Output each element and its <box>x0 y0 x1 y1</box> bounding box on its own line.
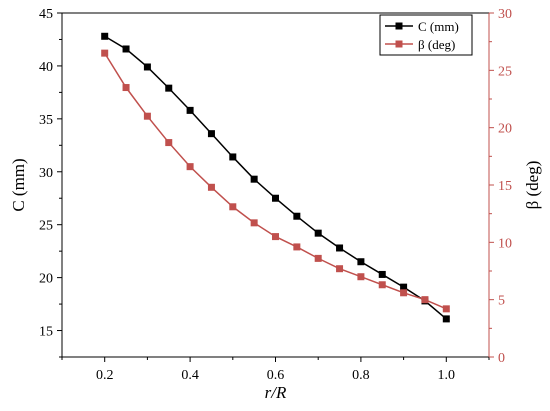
series-line <box>104 35 447 320</box>
x-axis-title: r/R <box>265 383 287 402</box>
y-left-axis-title: C (mm) <box>9 158 28 211</box>
legend-marker <box>395 22 403 30</box>
series-line <box>104 52 447 310</box>
legend-box <box>379 14 473 56</box>
data-point <box>314 254 322 262</box>
data-point <box>207 183 215 191</box>
data-point <box>122 45 130 53</box>
legend-label: C (mm) <box>418 19 459 34</box>
data-point <box>421 296 429 304</box>
labels-layer: 0.2 0.4 0.6 0.8 1.0 15 20 25 30 35 40 45 0 5 10 15 20 25 3… <box>9 7 542 402</box>
data-point <box>186 106 194 114</box>
x-tick-label: 0.6 <box>267 368 285 383</box>
data-point <box>122 84 130 92</box>
data-point <box>357 273 365 281</box>
data-point <box>207 130 215 138</box>
series-layer <box>101 32 450 323</box>
data-point <box>442 305 450 313</box>
y-left-tick-label: 20 <box>39 272 53 287</box>
data-point <box>400 289 408 297</box>
data-point <box>378 270 386 278</box>
data-point <box>229 153 237 161</box>
y-right-tick-label: 5 <box>498 294 505 309</box>
data-point <box>314 229 322 237</box>
y-right-axis-title: β (deg) <box>523 161 542 210</box>
x-tick-label: 0.8 <box>352 368 370 383</box>
data-point <box>400 283 408 291</box>
y-left-tick-label: 45 <box>39 7 53 22</box>
data-point <box>250 219 258 227</box>
data-point <box>143 112 151 120</box>
data-point <box>336 244 344 252</box>
data-point <box>293 243 301 251</box>
y-left-tick-label: 40 <box>39 60 53 75</box>
data-point <box>378 281 386 289</box>
y-left-tick-label: 25 <box>39 219 53 234</box>
y-right-tick-label: 0 <box>498 351 505 366</box>
data-point <box>442 315 450 323</box>
data-point <box>229 203 237 211</box>
y-right-tick-label: 15 <box>498 179 512 194</box>
data-point <box>357 258 365 266</box>
data-point <box>143 63 151 71</box>
x-tick-label: 1.0 <box>438 368 456 383</box>
data-point <box>101 32 109 40</box>
y-left-tick-label: 30 <box>39 166 53 181</box>
y-right-tick-label: 30 <box>498 7 512 22</box>
data-point <box>101 49 109 57</box>
y-right-tick-label: 25 <box>498 64 512 79</box>
data-point <box>165 139 173 147</box>
legend-marker <box>395 40 403 48</box>
plot-frame <box>61 12 490 358</box>
y-right-tick-label: 20 <box>498 122 512 137</box>
legend-label: β (deg) <box>418 37 455 52</box>
axis-ticks <box>57 12 494 362</box>
y-left-tick-label: 15 <box>39 325 53 340</box>
data-point <box>250 175 258 183</box>
x-tick-label: 0.2 <box>96 368 114 383</box>
y-left-tick-label: 35 <box>39 113 53 128</box>
data-point <box>293 212 301 220</box>
data-point <box>272 233 279 241</box>
legend: C (mm) β (deg) <box>379 14 473 56</box>
series-beta <box>101 49 450 313</box>
data-point <box>272 194 279 202</box>
y-right-tick-label: 10 <box>498 236 512 251</box>
data-point <box>165 84 173 92</box>
x-tick-label: 0.4 <box>181 368 199 383</box>
series-c <box>101 32 450 323</box>
data-point <box>186 163 194 171</box>
data-point <box>336 265 344 273</box>
